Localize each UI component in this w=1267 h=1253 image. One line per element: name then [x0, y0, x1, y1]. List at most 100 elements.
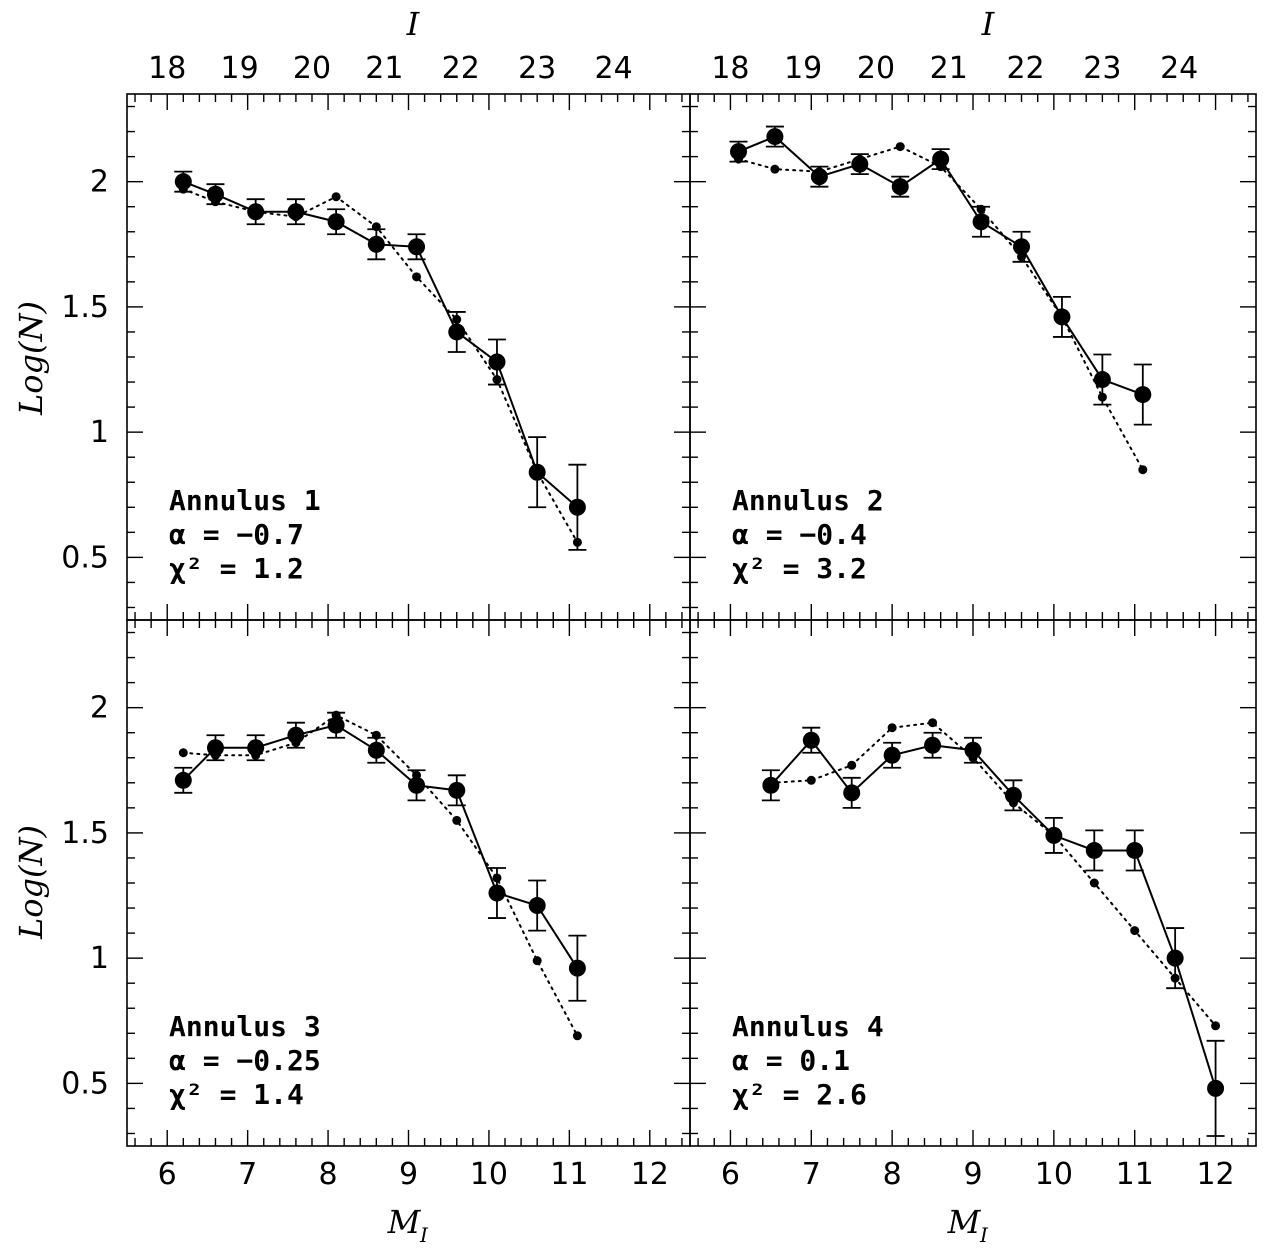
model-point: [532, 956, 542, 966]
y-tick-label: 1.5: [61, 290, 109, 325]
x-tick-label: 11: [550, 1157, 588, 1192]
x-top-tick-label: 22: [1006, 51, 1044, 86]
observed-point: [206, 739, 224, 757]
x-tick-label: 7: [238, 1157, 257, 1192]
annotation-line: α = −0.25: [169, 1044, 321, 1077]
panel-annotation: Annulus 1α = −0.7χ² = 1.2: [169, 484, 321, 585]
observed-point: [932, 150, 950, 168]
observed-point: [1134, 386, 1152, 404]
x-tick-label: 8: [319, 1157, 338, 1192]
x-top-tick-label: 21: [365, 51, 403, 86]
model-point: [928, 718, 938, 728]
observed-point: [327, 213, 345, 231]
x-tick-label: 9: [963, 1157, 982, 1192]
x-tick-label: 6: [721, 1157, 740, 1192]
x-top-tick-label: 23: [518, 51, 556, 86]
y-tick-label: 0.5: [61, 1066, 109, 1101]
observed-point: [247, 739, 265, 757]
observed-point: [851, 155, 869, 173]
model-point: [572, 1031, 582, 1041]
x-top-tick-label: 19: [221, 51, 259, 86]
model-point: [847, 760, 857, 770]
model-point: [371, 222, 381, 232]
annotation-line: Annulus 3: [169, 1010, 321, 1043]
observed-point: [802, 731, 820, 749]
x-top-tick-label: 23: [1083, 51, 1121, 86]
annotation-line: α = −0.4: [732, 518, 867, 551]
observed-point: [408, 776, 426, 794]
annotation-line: χ² = 1.2: [169, 552, 304, 585]
x-tick-label: 9: [399, 1157, 418, 1192]
observed-point: [1004, 786, 1022, 804]
observed-point: [972, 213, 990, 231]
x-top-tick-label: 22: [442, 51, 480, 86]
bottom-x-title-right: M I: [947, 1203, 989, 1247]
annotation-line: Annulus 1: [169, 484, 321, 517]
annotation-line: Annulus 2: [732, 484, 884, 517]
top-x-title-right: I: [981, 5, 996, 43]
observed-point: [448, 323, 466, 341]
observed-point: [568, 498, 586, 516]
bottom-x-title-left: M I: [387, 1203, 429, 1247]
svg-text:I: I: [419, 1223, 429, 1247]
x-top-tick-label: 18: [711, 51, 749, 86]
model-point: [1170, 973, 1180, 983]
observed-line: [770, 738, 1217, 1089]
y-tick-label: 0.5: [61, 540, 109, 575]
observed-point: [568, 959, 586, 977]
model-point: [178, 748, 188, 758]
model-line: [769, 721, 1217, 1027]
observed-point: [287, 726, 305, 744]
svg-text:I: I: [979, 1223, 989, 1247]
observed-point: [448, 781, 466, 799]
model-point: [452, 815, 462, 825]
annotation-line: Annulus 4: [732, 1010, 884, 1043]
observed-point: [206, 185, 224, 203]
observed-point: [810, 168, 828, 186]
model-line: [182, 714, 579, 1037]
model-point: [371, 730, 381, 740]
panel-annotation: Annulus 4α = 0.1χ² = 2.6: [732, 1010, 884, 1111]
observed-point: [1207, 1079, 1225, 1097]
observed-line: [182, 724, 579, 969]
model-point: [452, 314, 462, 324]
annotation-line: χ² = 1.4: [169, 1078, 304, 1111]
panel-top-right: 18 19 20 21 22 23 24 Annulus 2α = −0.4χ² = 3.2: [689, 51, 1257, 621]
y-tick-label: 1: [90, 941, 109, 976]
x-top-tick-label: 19: [784, 51, 822, 86]
x-tick-label: 11: [1116, 1157, 1154, 1192]
model-point: [412, 272, 422, 282]
y-tick-label: 2: [90, 691, 109, 726]
observed-point: [1013, 238, 1031, 256]
observed-point: [762, 776, 780, 794]
model-line: [737, 145, 1144, 471]
model-point: [895, 142, 905, 152]
observed-point: [408, 238, 426, 256]
annotation-line: χ² = 3.2: [732, 552, 867, 585]
panel-top-left: 0.5 1 1.5 2 18 19 20 21 22 23 24 Annulus 1α = −0.7χ…: [61, 51, 691, 621]
observed-point: [327, 716, 345, 734]
model-point: [770, 164, 780, 174]
x-top-tick-label: 20: [293, 51, 331, 86]
observed-point: [174, 771, 192, 789]
panel-annotation: Annulus 2α = −0.4χ² = 3.2: [732, 484, 884, 585]
x-top-tick-label: 24: [1160, 51, 1198, 86]
model-point: [1089, 878, 1099, 888]
model-point: [887, 723, 897, 733]
x-tick-label: 6: [158, 1157, 177, 1192]
x-top-tick-label: 21: [930, 51, 968, 86]
x-tick-label: 12: [631, 1157, 669, 1192]
model-point: [976, 204, 986, 214]
observed-point: [488, 884, 506, 902]
annotation-line: α = −0.7: [169, 518, 304, 551]
model-point: [492, 873, 502, 883]
model-point: [1211, 1021, 1221, 1031]
observed-point: [924, 736, 942, 754]
model-point: [1130, 926, 1140, 936]
observed-point: [1045, 826, 1063, 844]
svg-text:M: M: [387, 1203, 422, 1241]
observed-point: [488, 353, 506, 371]
